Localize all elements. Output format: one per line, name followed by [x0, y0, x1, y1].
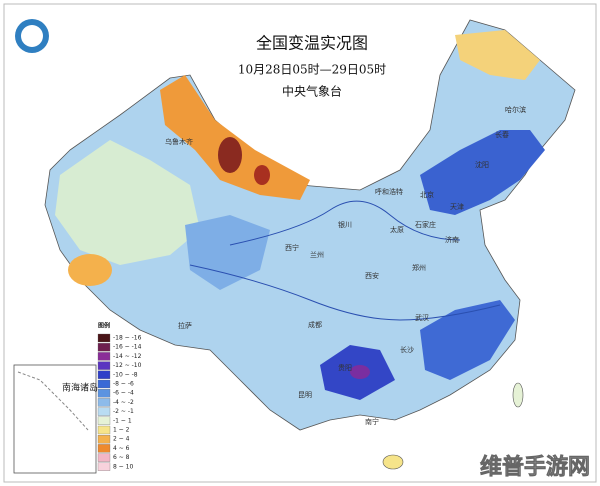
- city-label: 拉萨: [178, 321, 192, 330]
- yangtze: [189, 264, 501, 321]
- legend-label: -6 ~ -4: [113, 390, 134, 397]
- city-label: 西宁: [285, 243, 299, 252]
- legend-label: 1 ~ 2: [113, 427, 130, 434]
- legend-swatch: [97, 370, 111, 379]
- city-label: 南宁: [365, 417, 379, 426]
- city-label: 武汉: [415, 313, 429, 322]
- legend-swatch: [97, 398, 111, 407]
- legend-swatch: [97, 352, 111, 361]
- city-label: 石家庄: [415, 220, 436, 229]
- watermark: 维普手游网: [480, 454, 590, 480]
- city-label: 贵阳: [338, 363, 352, 372]
- area-hot: [218, 137, 242, 173]
- legend-swatch: [97, 453, 111, 462]
- area-warm-north: [455, 30, 540, 80]
- legend-label: -16 ~ -14: [113, 344, 142, 351]
- area-warm: [160, 75, 310, 200]
- frame: [3, 3, 597, 483]
- city-label: 天津: [450, 203, 464, 211]
- city-label: 哈尔滨: [505, 105, 526, 114]
- legend-swatch: [97, 389, 111, 398]
- legend-label: 4 ~ 6: [113, 445, 130, 452]
- legend-label: -18 ~ -16: [113, 335, 142, 342]
- legend: 图例 -18 ~ -16 -16 ~ -14 -14 ~ -12 -12 ~ -10 -…: [97, 322, 142, 471]
- city-label: 兰州: [310, 250, 324, 259]
- area-coldest: [350, 365, 370, 379]
- city-label: 昆明: [298, 391, 312, 399]
- city-label: 呼和浩特: [375, 187, 403, 196]
- inset-label: 南海诸岛: [62, 382, 98, 394]
- legend-label: -12 ~ -10: [113, 362, 142, 369]
- area-cold-north: [420, 130, 545, 215]
- city-label: 成都: [308, 320, 322, 329]
- legend-label: 6 ~ 8: [113, 454, 130, 461]
- taiwan: [512, 382, 524, 408]
- area-cool-west: [185, 215, 270, 290]
- legend-swatch: [97, 407, 111, 416]
- city-label: 太原: [390, 225, 404, 234]
- city-label: 乌鲁木齐: [165, 137, 193, 146]
- legend-title: 图例: [98, 322, 110, 330]
- city-label: 西安: [365, 271, 379, 280]
- city-label: 济南: [445, 235, 459, 244]
- legend-label: -4 ~ -2: [113, 399, 134, 406]
- city-label: 长春: [495, 130, 509, 139]
- legend-swatch: [97, 343, 111, 352]
- legend-label: -10 ~ -8: [113, 371, 138, 378]
- legend-swatch: [97, 333, 111, 343]
- legend-swatch: [97, 361, 111, 370]
- legend-swatch: [97, 425, 111, 435]
- legend-label: -14 ~ -12: [113, 353, 142, 360]
- city-label: 银川: [338, 220, 352, 229]
- legend-swatch: [97, 379, 111, 389]
- inset-frame: [13, 364, 97, 474]
- legend-label: -2 ~ -1: [113, 408, 134, 415]
- inset-line: [17, 371, 89, 431]
- area-warm-west: [68, 254, 112, 286]
- agency: 中央气象台: [282, 84, 342, 99]
- legend-swatch: [97, 435, 111, 444]
- period: 10月28日05时—29日05时: [238, 63, 386, 77]
- area-cold-east: [420, 300, 515, 380]
- city-label: 北京: [420, 190, 434, 199]
- area-hot: [254, 165, 270, 185]
- city-label: 长沙: [400, 345, 414, 354]
- legend-label: 8 ~ 10: [113, 463, 133, 470]
- legend-label: 2 ~ 4: [113, 436, 130, 443]
- legend-swatch: [97, 462, 111, 471]
- yellow-river: [229, 200, 461, 246]
- city-label: 郑州: [412, 264, 426, 272]
- legend-label: -1 ~ 1: [113, 417, 132, 424]
- legend-swatch: [97, 416, 111, 425]
- title: 全国变温实况图: [256, 34, 368, 53]
- city-label: 沈阳: [475, 160, 489, 169]
- hainan: [382, 454, 404, 470]
- legend-swatch: [97, 444, 111, 453]
- logo-inner: [21, 25, 43, 47]
- legend-label: -8 ~ -6: [113, 381, 134, 388]
- area-mild: [55, 140, 200, 265]
